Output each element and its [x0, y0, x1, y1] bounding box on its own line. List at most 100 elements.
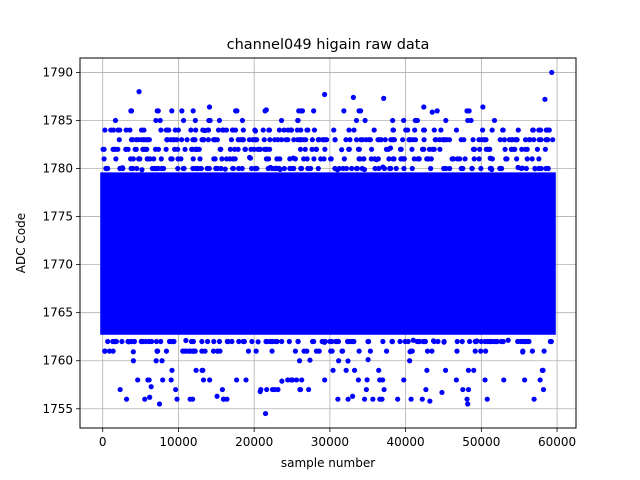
data-point — [367, 348, 373, 354]
data-point — [205, 127, 211, 133]
y-axis-ticks: 1755 1760 1765 1770 1775 1780 1785 1790 — [42, 65, 80, 416]
data-point — [378, 175, 384, 181]
data-point — [272, 386, 278, 393]
data-point — [158, 156, 164, 162]
data-point — [109, 329, 115, 335]
data-point — [506, 175, 512, 181]
data-point — [139, 167, 145, 173]
data-point — [311, 127, 318, 133]
data-point — [454, 156, 461, 162]
data-point — [408, 396, 414, 402]
data-point — [190, 108, 196, 114]
data-point — [368, 146, 375, 152]
data-point — [305, 127, 311, 133]
data-point — [398, 146, 404, 152]
data-point — [400, 156, 406, 162]
data-point — [464, 396, 470, 402]
data-point — [156, 401, 163, 407]
data-point — [315, 165, 321, 172]
data-point — [207, 377, 213, 383]
data-point — [217, 146, 223, 152]
data-point — [362, 117, 368, 124]
data-point — [478, 165, 484, 172]
data-point — [423, 386, 429, 393]
x-tick-label: 30000 — [311, 435, 349, 449]
data-point — [169, 156, 175, 162]
data-point — [458, 137, 464, 143]
data-point — [421, 127, 427, 133]
data-point — [356, 146, 362, 152]
data-point — [164, 137, 170, 143]
data-point — [353, 137, 360, 143]
data-point — [390, 156, 396, 162]
data-point — [248, 165, 255, 172]
data-point — [335, 396, 341, 402]
data-point — [532, 165, 538, 172]
data-point — [472, 338, 478, 345]
data-point — [123, 396, 130, 402]
data-point — [487, 338, 493, 345]
data-point — [512, 137, 518, 143]
data-point — [450, 156, 457, 162]
data-point — [175, 165, 181, 172]
data-point — [255, 339, 261, 345]
data-point — [142, 146, 149, 152]
data-point — [296, 358, 303, 364]
data-point — [494, 338, 500, 345]
data-point — [462, 156, 468, 162]
data-point — [466, 108, 472, 114]
data-point — [113, 329, 119, 335]
data-point — [168, 377, 174, 383]
data-point — [331, 127, 337, 133]
data-point — [293, 377, 300, 383]
data-point — [411, 156, 417, 162]
data-point — [318, 175, 324, 181]
data-point — [301, 156, 307, 162]
data-point — [519, 146, 525, 152]
data-points — [100, 69, 556, 417]
data-point — [361, 156, 367, 162]
data-point — [297, 146, 304, 152]
data-point — [478, 338, 484, 345]
data-point — [411, 329, 417, 335]
data-point — [230, 165, 237, 172]
data-point — [476, 137, 482, 143]
data-point — [292, 348, 298, 354]
data-point — [522, 146, 529, 152]
data-point — [383, 348, 390, 354]
data-point — [483, 175, 489, 181]
data-point — [510, 175, 516, 181]
data-point — [219, 386, 226, 393]
data-point — [356, 108, 362, 114]
data-point — [231, 175, 238, 181]
data-point — [274, 329, 280, 335]
data-point — [502, 146, 508, 152]
data-point — [316, 137, 322, 143]
data-point — [542, 96, 548, 102]
data-point — [361, 175, 367, 181]
data-point — [541, 348, 547, 354]
data-point — [353, 117, 360, 124]
data-point — [123, 127, 129, 133]
data-point — [341, 108, 347, 114]
data-point — [476, 156, 482, 162]
data-point — [197, 156, 203, 162]
data-point — [169, 367, 175, 373]
data-point — [182, 146, 188, 152]
data-point — [524, 156, 530, 162]
data-point — [377, 377, 383, 383]
data-point — [214, 393, 220, 399]
data-point — [229, 338, 235, 345]
x-axis-ticks: 0 10000 20000 30000 40000 50000 60000 — [99, 428, 576, 449]
data-point — [353, 165, 360, 172]
data-point — [389, 338, 395, 345]
data-point — [225, 338, 231, 345]
x-tick-label: 10000 — [159, 435, 197, 449]
data-point — [184, 137, 190, 143]
data-point — [304, 329, 311, 335]
data-point — [191, 348, 197, 354]
data-point — [279, 378, 285, 384]
data-point — [397, 338, 403, 345]
data-point — [482, 137, 488, 143]
data-point — [543, 137, 549, 143]
